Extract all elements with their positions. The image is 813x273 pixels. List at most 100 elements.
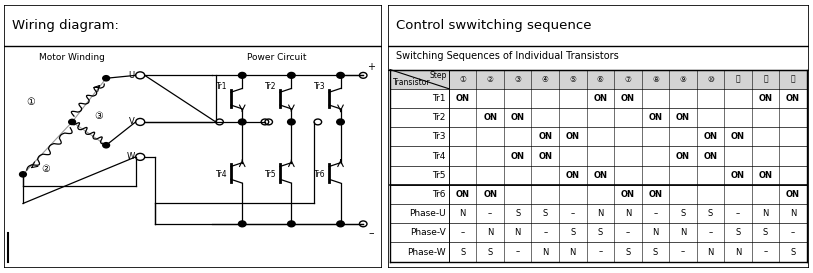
Circle shape bbox=[238, 72, 246, 78]
Text: –: – bbox=[488, 209, 493, 218]
Circle shape bbox=[288, 119, 295, 125]
Text: Transistor: Transistor bbox=[393, 78, 431, 87]
Text: S: S bbox=[625, 248, 630, 257]
Circle shape bbox=[337, 221, 345, 227]
Text: ②: ② bbox=[487, 75, 493, 84]
Text: N: N bbox=[597, 209, 603, 218]
Text: ⑫: ⑫ bbox=[763, 75, 767, 84]
Text: ⑧: ⑧ bbox=[652, 75, 659, 84]
Text: Tr4: Tr4 bbox=[215, 170, 227, 179]
Text: –: – bbox=[543, 229, 547, 238]
Text: ②: ② bbox=[41, 164, 50, 174]
Text: N: N bbox=[735, 248, 741, 257]
Text: ON: ON bbox=[566, 171, 580, 180]
Text: W: W bbox=[126, 152, 134, 161]
Text: –: – bbox=[460, 229, 465, 238]
Text: S: S bbox=[736, 229, 741, 238]
Text: ③: ③ bbox=[94, 111, 103, 121]
Text: ON: ON bbox=[703, 152, 717, 161]
Circle shape bbox=[238, 119, 246, 125]
Text: ⑦: ⑦ bbox=[624, 75, 631, 84]
Text: S: S bbox=[598, 229, 603, 238]
Text: ①: ① bbox=[26, 97, 35, 106]
Text: ⑪: ⑪ bbox=[736, 75, 741, 84]
Text: ON: ON bbox=[593, 94, 607, 103]
Text: ON: ON bbox=[455, 190, 470, 199]
Text: ON: ON bbox=[731, 132, 745, 141]
Text: ON: ON bbox=[676, 152, 690, 161]
Text: ①: ① bbox=[459, 75, 466, 84]
Text: S: S bbox=[570, 229, 576, 238]
Text: S: S bbox=[542, 209, 548, 218]
Text: N: N bbox=[707, 248, 714, 257]
Text: Power Circuit: Power Circuit bbox=[246, 54, 306, 62]
Text: –: – bbox=[654, 209, 658, 218]
Circle shape bbox=[288, 221, 295, 227]
Text: ⑥: ⑥ bbox=[597, 75, 604, 84]
Text: ON: ON bbox=[731, 171, 745, 180]
Text: N: N bbox=[680, 229, 686, 238]
Text: N: N bbox=[487, 229, 493, 238]
Bar bbox=[390, 70, 806, 89]
Text: –: – bbox=[571, 209, 575, 218]
Text: S: S bbox=[515, 209, 520, 218]
Text: ON: ON bbox=[621, 190, 635, 199]
Text: ⑩: ⑩ bbox=[707, 75, 714, 84]
Text: Switching Sequences of Individual Transistors: Switching Sequences of Individual Transi… bbox=[396, 51, 619, 61]
Text: –: – bbox=[708, 229, 712, 238]
Text: –: – bbox=[515, 248, 520, 257]
Text: Tr6: Tr6 bbox=[314, 170, 325, 179]
Text: +: + bbox=[367, 62, 375, 72]
Text: Tr3: Tr3 bbox=[314, 82, 325, 91]
Text: –: – bbox=[368, 228, 374, 238]
Text: ON: ON bbox=[786, 94, 800, 103]
Text: N: N bbox=[763, 209, 769, 218]
Text: Tr5: Tr5 bbox=[265, 170, 276, 179]
Text: N: N bbox=[790, 209, 796, 218]
Text: N: N bbox=[542, 248, 549, 257]
Text: S: S bbox=[680, 209, 685, 218]
Text: ON: ON bbox=[621, 94, 635, 103]
Text: –: – bbox=[598, 248, 602, 257]
Text: ON: ON bbox=[538, 132, 552, 141]
Text: ON: ON bbox=[511, 113, 524, 122]
Text: Control swwitching sequence: Control swwitching sequence bbox=[396, 19, 592, 32]
Text: Tr5: Tr5 bbox=[432, 171, 446, 180]
Text: –: – bbox=[626, 229, 630, 238]
Text: Phase-W: Phase-W bbox=[406, 248, 446, 257]
Text: ON: ON bbox=[511, 152, 524, 161]
Text: S: S bbox=[708, 209, 713, 218]
Text: ON: ON bbox=[483, 190, 498, 199]
Circle shape bbox=[337, 119, 345, 125]
Text: ON: ON bbox=[649, 190, 663, 199]
Text: ON: ON bbox=[538, 152, 552, 161]
Text: ON: ON bbox=[483, 113, 498, 122]
Circle shape bbox=[102, 143, 110, 148]
Circle shape bbox=[102, 76, 110, 81]
Circle shape bbox=[337, 72, 345, 78]
Text: –: – bbox=[680, 248, 685, 257]
Text: N: N bbox=[570, 248, 576, 257]
Text: ON: ON bbox=[455, 94, 470, 103]
Text: Tr2: Tr2 bbox=[265, 82, 276, 91]
Text: Step: Step bbox=[429, 71, 447, 80]
Text: Tr3: Tr3 bbox=[432, 132, 446, 141]
Text: –: – bbox=[763, 248, 767, 257]
Circle shape bbox=[69, 119, 76, 124]
Text: N: N bbox=[459, 209, 466, 218]
Text: ON: ON bbox=[593, 171, 607, 180]
Circle shape bbox=[288, 72, 295, 78]
Text: Phase-U: Phase-U bbox=[409, 209, 446, 218]
Text: S: S bbox=[488, 248, 493, 257]
Text: Tr4: Tr4 bbox=[433, 152, 446, 161]
Text: N: N bbox=[515, 229, 521, 238]
Text: Wiring diagram:: Wiring diagram: bbox=[11, 19, 119, 32]
Text: ⑨: ⑨ bbox=[680, 75, 686, 84]
Text: V: V bbox=[128, 117, 134, 126]
Text: S: S bbox=[653, 248, 658, 257]
Text: Tr6: Tr6 bbox=[432, 190, 446, 199]
Text: ⑬: ⑬ bbox=[791, 75, 795, 84]
Text: S: S bbox=[763, 229, 768, 238]
Text: S: S bbox=[790, 248, 796, 257]
Text: Tr2: Tr2 bbox=[433, 113, 446, 122]
